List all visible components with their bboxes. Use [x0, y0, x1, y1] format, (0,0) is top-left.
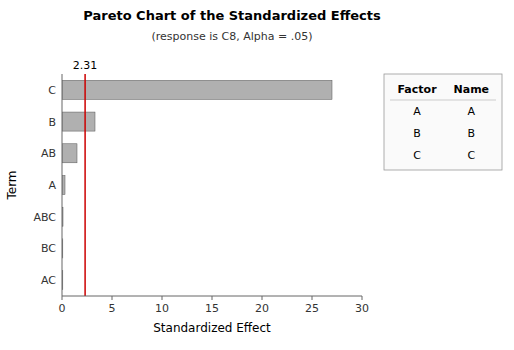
x-tick [262, 296, 263, 300]
reference-line [84, 74, 86, 296]
x-tick [162, 296, 163, 300]
title: Pareto Chart of the Standardized Effects [83, 8, 381, 23]
y-tick-label: A [48, 179, 56, 192]
y-axis-label: Term [5, 170, 19, 200]
y-tick-label: ABC [33, 211, 56, 224]
table-cell: A [413, 105, 421, 118]
y-tick-label: B [48, 116, 56, 129]
y-axis [62, 74, 63, 296]
bar [62, 112, 95, 131]
x-tick [62, 296, 63, 300]
factor-table [384, 74, 502, 170]
table-cell: B [413, 127, 421, 140]
y-tick-label: C [48, 84, 56, 97]
x-tick-label: 30 [355, 302, 369, 315]
x-tick-label: 25 [305, 302, 319, 315]
x-tick-label: 15 [205, 302, 219, 315]
table-cell: C [467, 149, 475, 162]
x-tick [112, 296, 113, 300]
bars [62, 74, 332, 296]
table-cell: C [413, 149, 421, 162]
y-tick-label: AC [41, 274, 56, 287]
chart: Pareto Chart of the Standardized Effects… [0, 0, 514, 350]
table-header: Factor [398, 83, 438, 96]
x-tick [212, 296, 213, 300]
plot-area [62, 74, 362, 296]
subtitle: (response is C8, Alpha = .05) [152, 30, 313, 43]
annotation: 2.31 [73, 59, 98, 72]
x-tick-label: 5 [109, 302, 116, 315]
bar [62, 80, 332, 99]
table-cell: B [468, 127, 476, 140]
y-tick-label: AB [41, 147, 56, 160]
x-tick-label: 0 [59, 302, 66, 315]
x-tick [362, 296, 363, 300]
x-axis-label: Standardized Effect [153, 321, 271, 335]
x-tick-label: 20 [255, 302, 269, 315]
y-tick-label: BC [41, 242, 56, 255]
table-header: Name [454, 83, 490, 96]
table-rule [390, 100, 496, 101]
table-cell: A [468, 105, 476, 118]
x-tick-label: 10 [155, 302, 169, 315]
x-tick [312, 296, 313, 300]
bar [62, 144, 77, 163]
